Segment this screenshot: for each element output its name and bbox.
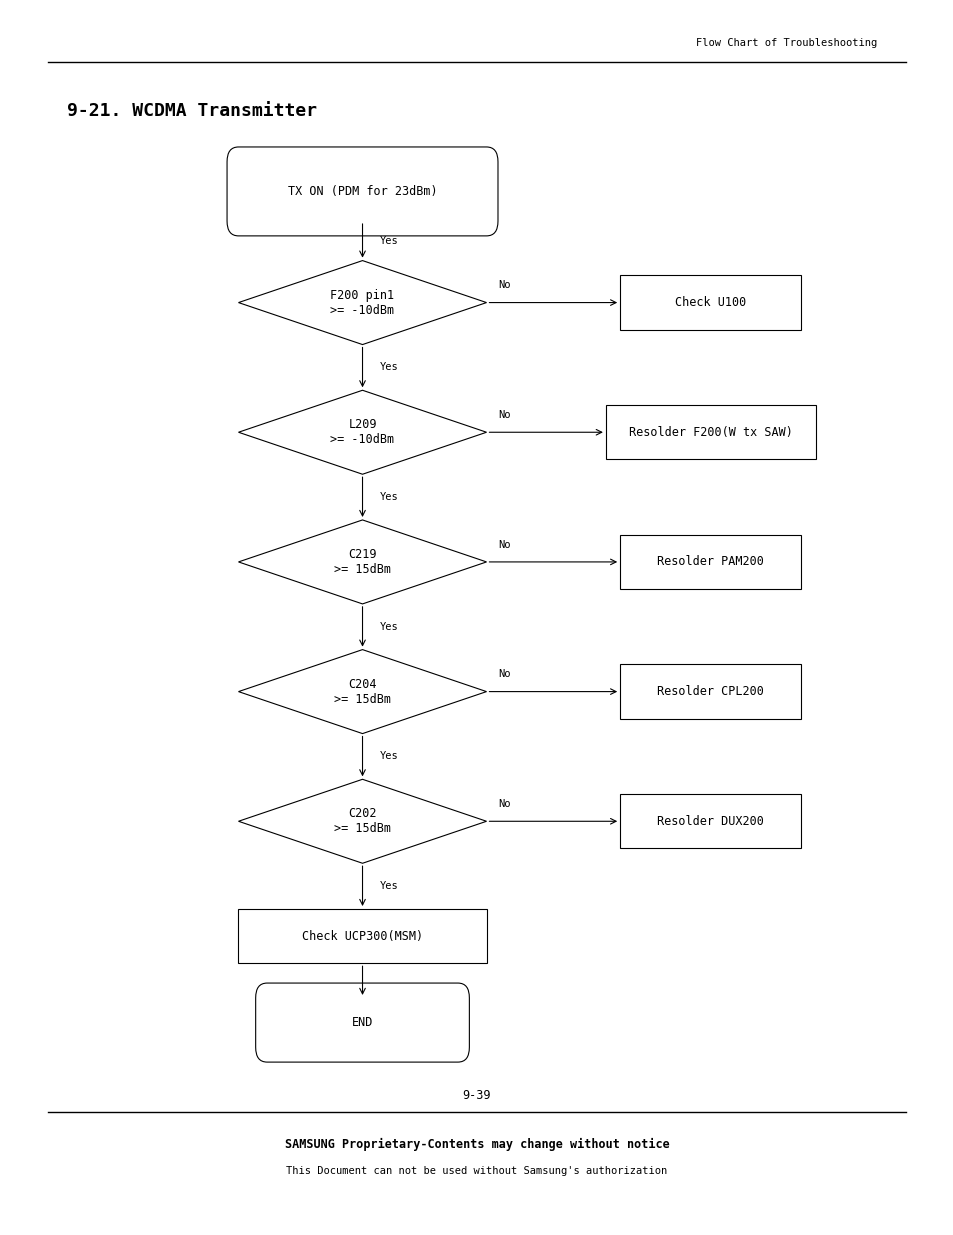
Text: Yes: Yes	[379, 236, 398, 246]
Text: C202
>= 15dBm: C202 >= 15dBm	[334, 808, 391, 835]
Text: Flow Chart of Troubleshooting: Flow Chart of Troubleshooting	[696, 38, 877, 48]
Text: 9-39: 9-39	[462, 1088, 491, 1102]
Text: SAMSUNG Proprietary-Contents may change without notice: SAMSUNG Proprietary-Contents may change …	[284, 1139, 669, 1151]
Text: Yes: Yes	[379, 751, 398, 762]
Polygon shape	[238, 650, 486, 734]
Text: 9-21. WCDMA Transmitter: 9-21. WCDMA Transmitter	[67, 103, 316, 120]
Polygon shape	[238, 779, 486, 863]
Text: C219
>= 15dBm: C219 >= 15dBm	[334, 548, 391, 576]
Text: END: END	[352, 1016, 373, 1029]
Text: Resolder F200(W tx SAW): Resolder F200(W tx SAW)	[628, 426, 792, 438]
Bar	[619, 664, 801, 719]
Text: F200 pin1
>= -10dBm: F200 pin1 >= -10dBm	[330, 289, 395, 316]
Text: L209
>= -10dBm: L209 >= -10dBm	[330, 419, 395, 446]
Text: Yes: Yes	[379, 621, 398, 632]
Bar	[605, 405, 815, 459]
FancyBboxPatch shape	[255, 983, 469, 1062]
Bar	[619, 275, 801, 330]
Text: No: No	[497, 669, 510, 679]
Text: No: No	[497, 799, 510, 809]
Polygon shape	[238, 261, 486, 345]
Bar	[619, 794, 801, 848]
Text: Resolder PAM200: Resolder PAM200	[657, 556, 763, 568]
Bar	[619, 535, 801, 589]
Text: Check UCP300(MSM): Check UCP300(MSM)	[302, 930, 422, 942]
Text: No: No	[497, 410, 510, 420]
Text: Resolder DUX200: Resolder DUX200	[657, 815, 763, 827]
Text: No: No	[497, 540, 510, 550]
Text: This Document can not be used without Samsung's authorization: This Document can not be used without Sa…	[286, 1166, 667, 1176]
FancyBboxPatch shape	[227, 147, 497, 236]
Text: C204
>= 15dBm: C204 >= 15dBm	[334, 678, 391, 705]
Text: Yes: Yes	[379, 492, 398, 503]
Text: No: No	[497, 280, 510, 290]
Text: Yes: Yes	[379, 362, 398, 373]
Polygon shape	[238, 390, 486, 474]
Polygon shape	[238, 520, 486, 604]
Text: Check U100: Check U100	[675, 296, 745, 309]
Bar	[238, 909, 486, 963]
Text: Yes: Yes	[379, 881, 398, 892]
Text: Resolder CPL200: Resolder CPL200	[657, 685, 763, 698]
Text: TX ON (PDM for 23dBm): TX ON (PDM for 23dBm)	[288, 185, 436, 198]
